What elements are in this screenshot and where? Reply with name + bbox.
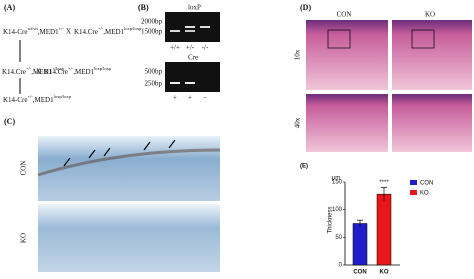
y-tick-label: 0: [339, 263, 343, 269]
lane-label: −: [203, 94, 207, 102]
bar-chart: (E) Thickness μm 0 50 100 150 CON KO **** CON KO: [300, 164, 433, 276]
legend-swatch: [410, 190, 417, 195]
y-tick-label: 50: [335, 235, 342, 241]
x-tick-label: CON: [353, 270, 366, 276]
gel-image: [165, 62, 220, 92]
row-label: KO: [20, 233, 28, 243]
cross-sign: X: [66, 28, 71, 36]
marker-label: 1500bp: [141, 28, 163, 36]
significance: ****: [379, 180, 389, 186]
genotype: K14.Cre+/-,MED1+/loxp: [2, 66, 65, 76]
superscript: loxp/loxp: [124, 26, 142, 31]
lane-label: -/-: [202, 44, 209, 52]
genotype-text: ,MED1: [33, 96, 54, 104]
marker-label: 250bp: [145, 80, 163, 88]
genotype: K14-Cre+/-,MED1loxp/loxp: [3, 94, 72, 104]
column-label: KO: [425, 11, 435, 19]
superscript: +/-: [28, 94, 34, 99]
legend-swatch: [410, 180, 417, 185]
genotype-text: K14-Cre: [3, 28, 28, 36]
gel-title: Cre: [188, 54, 198, 62]
genotype-text: K14-Cre: [3, 96, 28, 104]
he-image: [392, 94, 472, 152]
y-axis-unit: μm: [332, 176, 340, 182]
row-label: 10x: [294, 49, 302, 60]
y-tick-label: 150: [332, 180, 343, 186]
genotype: K14.Cre+/-,MED1loxp/loxp: [74, 26, 142, 36]
legend-label: CON: [420, 181, 433, 187]
ihc-image: [38, 204, 220, 272]
lane-label: +/+: [170, 44, 180, 52]
superscript: +/-: [59, 26, 65, 31]
panel-label: (B): [138, 3, 149, 12]
superscript: +/loxp: [52, 66, 65, 71]
genotype-text: ,MED1: [103, 28, 124, 36]
y-axis-title: Thickness: [328, 206, 334, 233]
genotype: K14.Cre+/-,MED1loxp/loxp: [44, 66, 112, 76]
column-label: CON: [337, 11, 352, 19]
lane-label: +: [173, 94, 177, 102]
row-label: 40x: [294, 117, 302, 128]
superscript: +/-: [26, 66, 32, 71]
panel-label: (C): [4, 117, 15, 126]
genotype: K14-Crewt/wt,MED1+/-: [3, 26, 64, 36]
panel-label: (E): [300, 164, 308, 170]
he-image: [392, 20, 472, 90]
gel-title: loxP: [188, 4, 201, 12]
lane-label: +: [188, 94, 192, 102]
marker-label: 500bp: [145, 68, 163, 76]
lane-label: +/-: [186, 44, 195, 52]
genotype-text: ,MED1: [38, 28, 59, 36]
panel-label: (D): [300, 3, 311, 12]
genotype-text: ,MED1: [31, 68, 52, 76]
y-tick-label: 100: [332, 207, 343, 213]
marker-label: 2000bp: [141, 18, 163, 26]
bar: [376, 193, 392, 266]
superscript: +/-: [68, 66, 74, 71]
genotype-text: K14.Cre: [74, 28, 98, 36]
legend-label: KO: [420, 191, 429, 197]
superscript: loxp/loxp: [54, 94, 72, 99]
he-image: [306, 94, 388, 152]
genotype-text: K14.Cre: [44, 68, 68, 76]
panel-label: (A): [4, 3, 15, 12]
genotype-text: K14.Cre: [2, 68, 26, 76]
genotype-text: ,MED1: [73, 68, 94, 76]
row-label: CON: [20, 161, 28, 176]
cross-sign: X: [36, 68, 41, 76]
superscript: loxp/loxp: [94, 66, 112, 71]
x-tick-label: KO: [380, 270, 389, 276]
he-image: [306, 20, 388, 90]
bar: [352, 223, 368, 266]
ihc-image: [38, 136, 220, 201]
superscript: wt/wt: [28, 26, 39, 31]
superscript: +/-: [98, 26, 104, 31]
